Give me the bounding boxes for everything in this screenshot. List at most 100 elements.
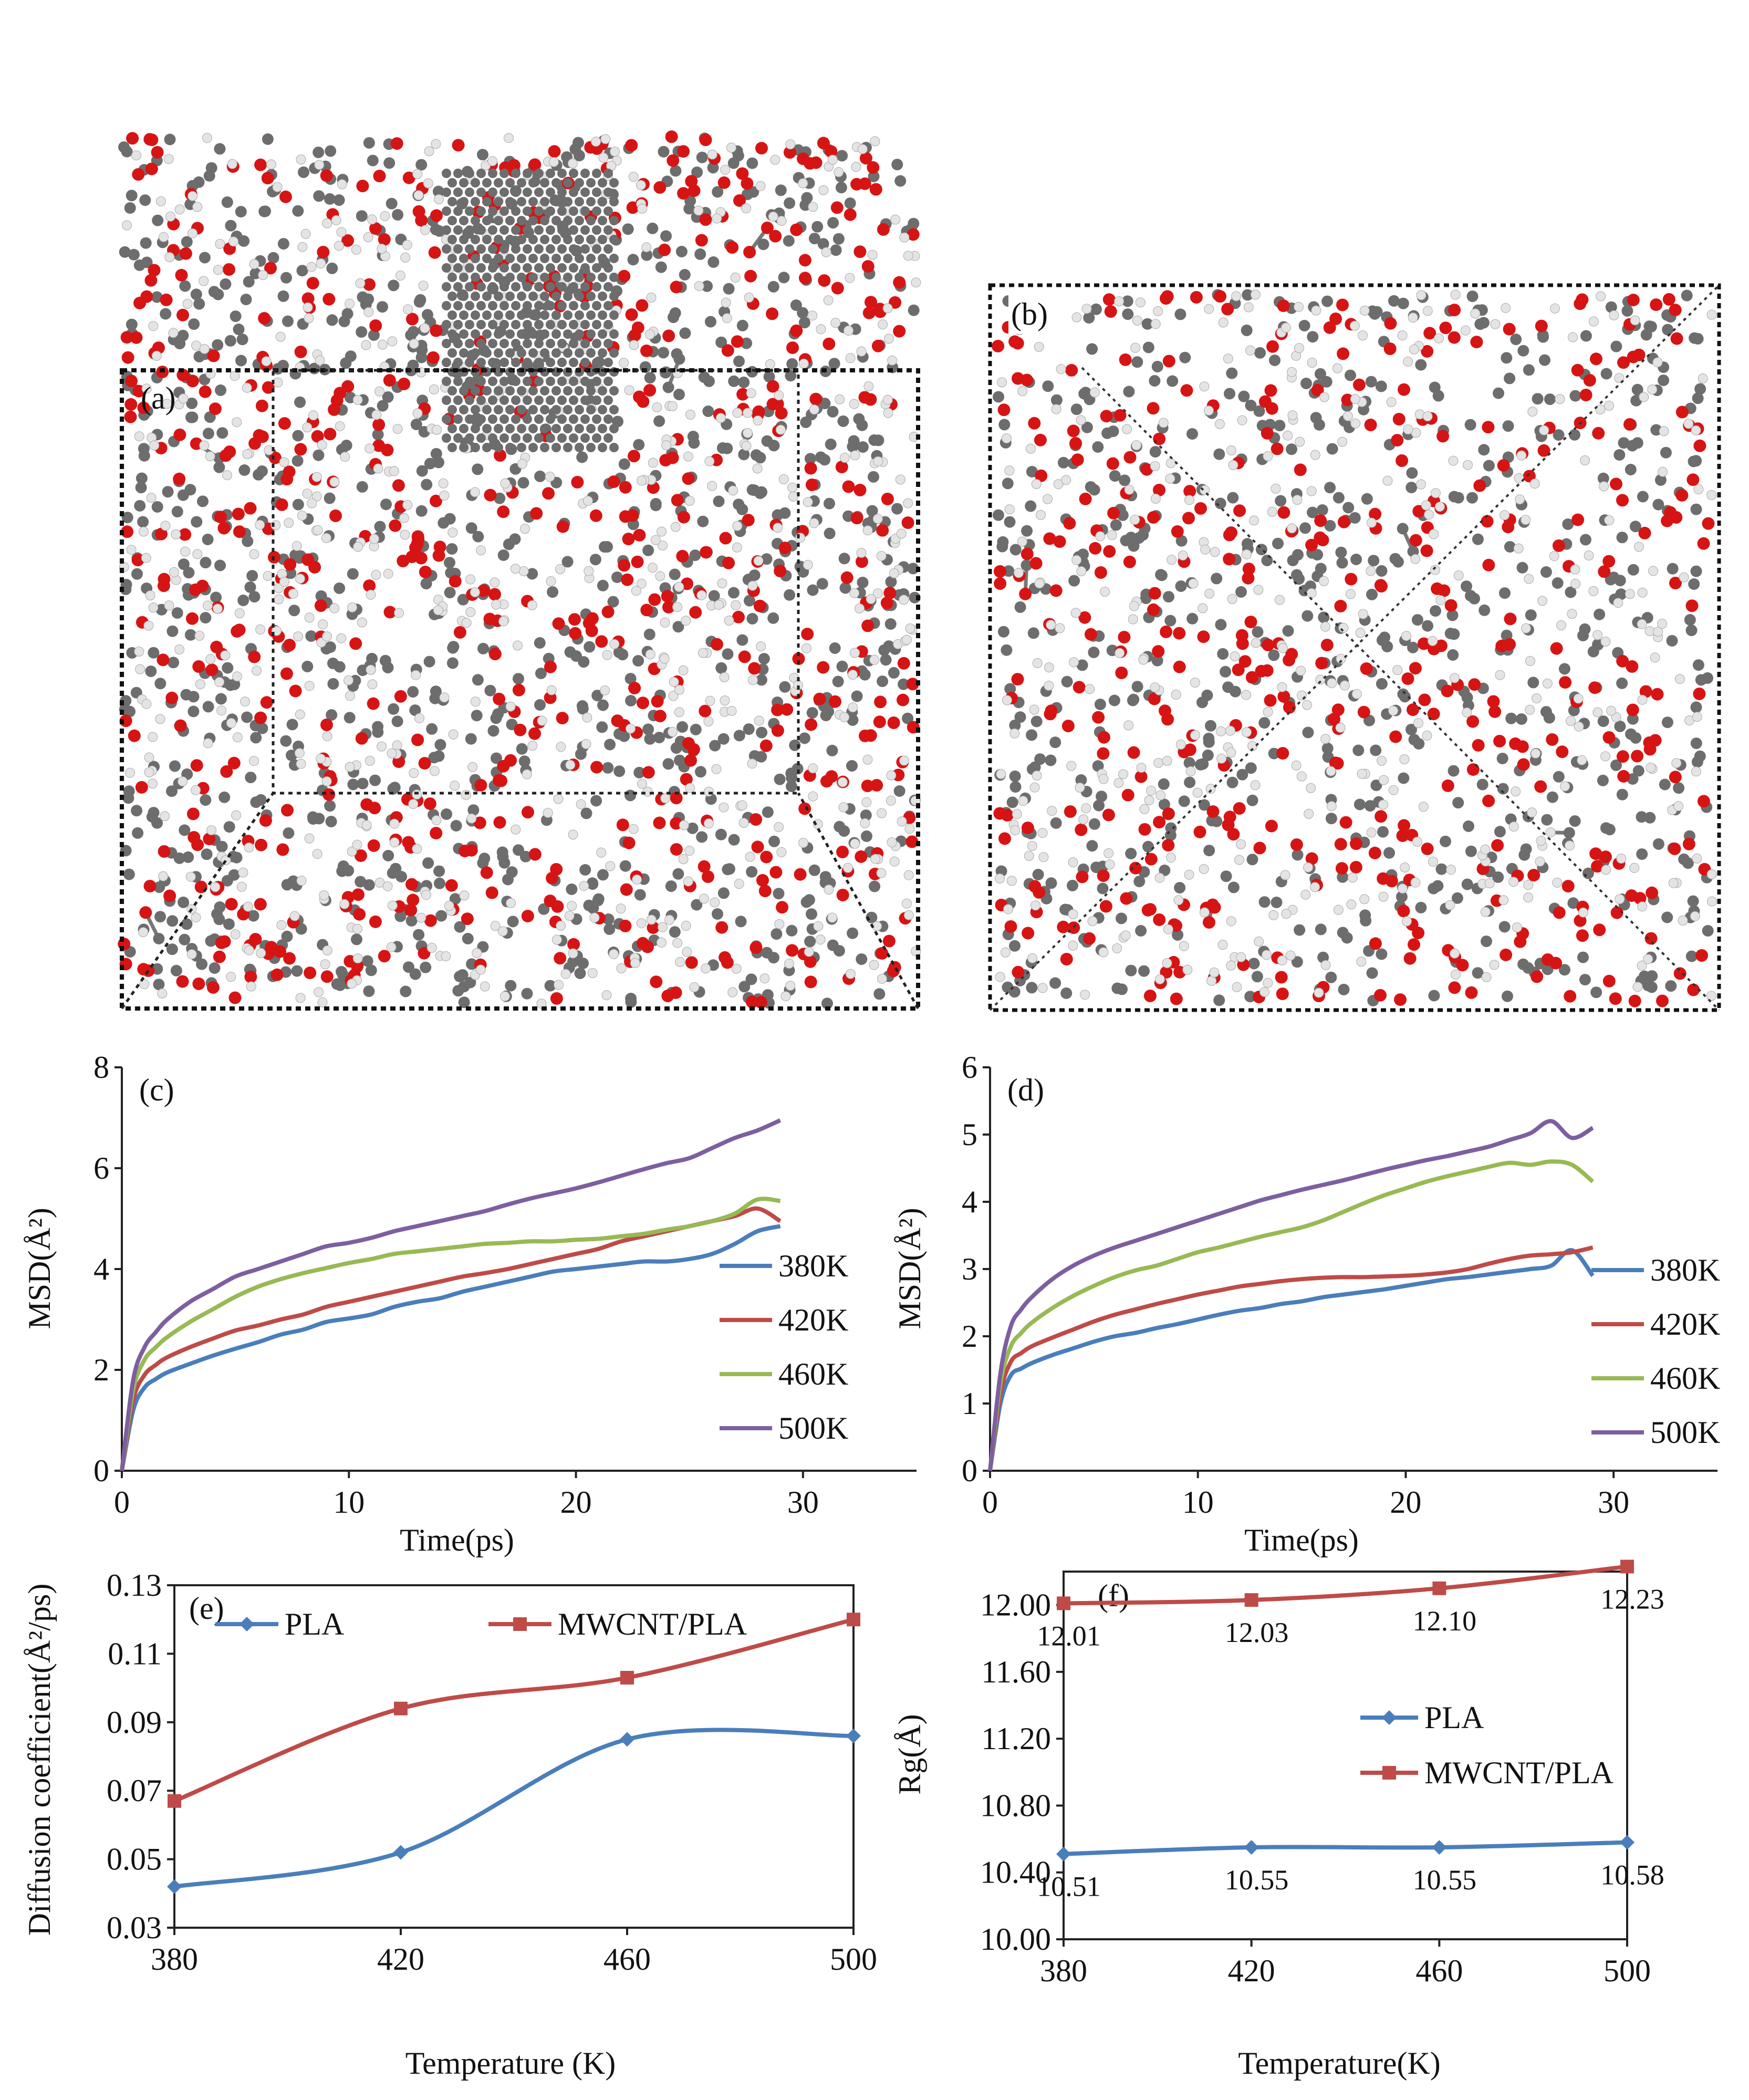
b-atom [1164,615,1177,627]
a-atom [845,273,855,283]
b-atom [1217,648,1229,660]
b-atom [1361,493,1373,505]
b-atom [1668,843,1681,855]
a-atom [679,269,691,280]
b-atom [1116,912,1127,924]
nanotube-atom [482,405,492,414]
b-atom [1366,566,1376,576]
b-atom [1124,484,1134,495]
a-atom [633,766,646,778]
b-atom [1118,631,1131,643]
a-atom [292,498,304,511]
nanotube-atom [586,310,596,320]
b-atom [1283,430,1293,441]
a-atom [369,774,381,786]
a-atom [787,482,798,493]
b-atom [1350,418,1361,429]
data-point [620,1671,634,1685]
b-atom [1675,406,1689,419]
a-atom [498,616,508,627]
a-atom [247,910,259,922]
y-tick-label: 0.05 [107,1842,162,1877]
b-atom [1252,626,1264,638]
a-atom [314,987,324,997]
b-atom [1702,517,1715,530]
b-atom [1110,519,1122,531]
a-atom [882,934,896,948]
a-atom [188,705,200,718]
a-atom [685,783,695,793]
b-atom [1113,778,1124,788]
a-atom [143,880,157,892]
b-atom [1495,639,1508,652]
a-atom [748,675,758,685]
nanotube-atom [442,188,451,197]
a-atom [293,631,304,642]
a-atom [619,919,632,932]
b-atom [1660,446,1672,459]
b-atom [1076,566,1087,576]
b-atom [1630,732,1642,744]
a-atom [577,703,589,715]
b-atom [1416,290,1427,300]
a-atom [378,950,391,963]
a-atom [773,523,783,533]
nanotube-atom [580,169,590,178]
nanotube-atom [540,405,549,414]
b-atom [1206,898,1219,911]
a-atom [674,684,684,695]
b-atom [1690,737,1702,750]
a-atom [631,321,644,334]
a-atom [835,182,847,194]
a-atom [313,190,325,202]
nanotube-atom [580,301,590,310]
a-atom [576,799,586,809]
a-atom [377,301,388,313]
a-atom [680,773,693,786]
a-atom [457,594,469,606]
a-atom [439,490,450,501]
a-atom [355,732,368,745]
a-atom [185,871,196,882]
a-atom [467,762,478,772]
b-atom [1550,642,1563,655]
b-atom [1255,544,1267,556]
a-atom [862,306,876,319]
a-atom [340,452,350,462]
b-atom [1075,823,1088,836]
a-atom [597,869,609,881]
a-atom [371,569,381,580]
a-atom [446,543,458,555]
a-atom [422,857,434,869]
a-atom [153,979,165,991]
a-atom [886,795,896,806]
nanotube-atom [459,348,469,358]
a-atom [148,602,159,613]
a-atom [762,806,774,818]
a-atom [227,159,237,169]
b-atom [1049,736,1061,748]
b-atom [1319,576,1329,586]
a-atom [682,472,695,485]
a-atom [859,152,872,165]
a-atom [389,837,400,848]
b-atom [1060,953,1073,965]
b-atom [1661,911,1673,923]
a-atom [873,303,887,316]
nanotube-atom [546,358,555,367]
a-atom [851,162,861,172]
b-atom [1355,628,1366,638]
b-atom [1406,482,1418,494]
a-atom [873,988,886,1000]
a-atom [366,589,376,600]
a-atom [231,810,242,820]
a-atom [420,961,432,973]
b-atom [1214,290,1226,303]
a-atom [141,383,152,394]
a-atom [726,241,739,254]
b-atom [1045,877,1057,889]
b-atom [1061,720,1075,733]
b-atom [1019,587,1032,600]
nanotube-atom [609,178,619,188]
nanotube-atom [511,188,520,197]
